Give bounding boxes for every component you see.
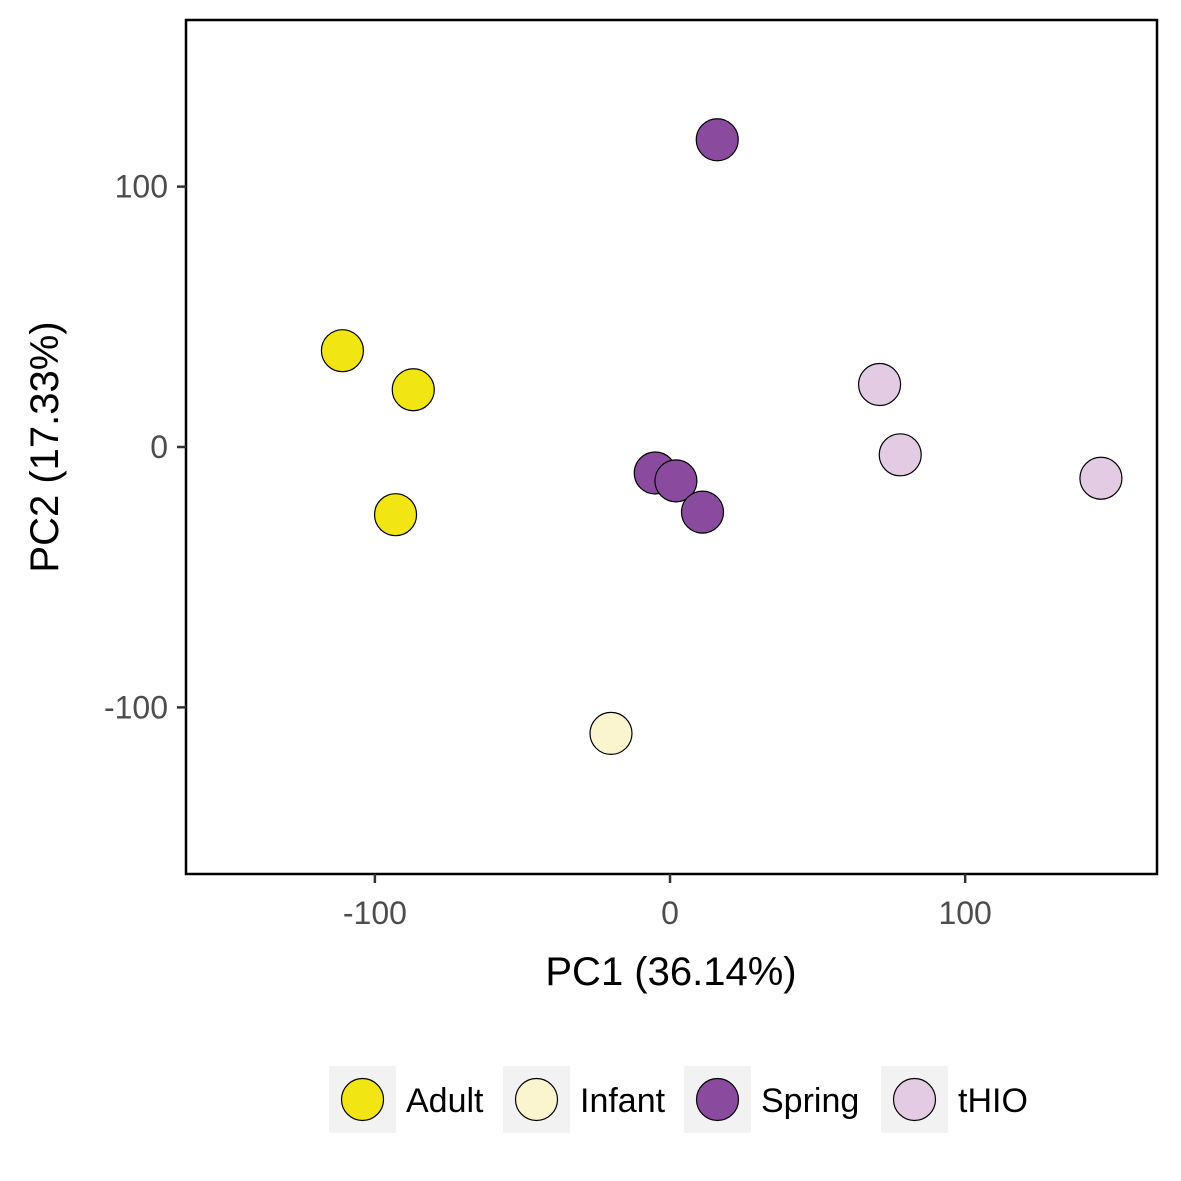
point-spring — [654, 459, 698, 503]
legend-label-spring: Spring — [761, 1082, 859, 1120]
legend: Adult Infant Spring tHIO — [329, 1066, 1028, 1133]
point-infant — [589, 711, 633, 756]
y-axis-title: PC2 (17.33%) — [23, 321, 67, 572]
data-points — [320, 118, 1123, 756]
y-tick-label: 0 — [150, 429, 168, 465]
point-adult — [391, 368, 435, 412]
y-axis: -100 0 100 — [104, 169, 186, 725]
point-spring — [680, 490, 725, 534]
legend-label-thio: tHIO — [958, 1082, 1028, 1120]
legend-label-adult: Adult — [406, 1082, 484, 1120]
x-axis-title: PC1 (36.14%) — [545, 950, 796, 994]
point-thio — [878, 433, 922, 477]
point-thio — [1079, 456, 1123, 500]
legend-label-infant: Infant — [580, 1082, 666, 1120]
point-adult — [320, 329, 365, 373]
legend-swatch-thio — [892, 1077, 937, 1122]
point-spring — [695, 118, 739, 162]
y-tick-label: 100 — [115, 169, 168, 205]
point-thio — [857, 362, 902, 407]
plot-panel — [184, 18, 1159, 876]
x-tick-label: 100 — [938, 895, 991, 931]
legend-swatch-adult — [340, 1077, 385, 1122]
x-tick-label: 0 — [661, 895, 679, 931]
x-tick-label: -100 — [343, 895, 407, 931]
y-tick-label: -100 — [104, 689, 168, 725]
x-axis: -100 0 100 — [343, 874, 992, 931]
legend-swatch-spring — [695, 1077, 740, 1122]
legend-swatch-infant — [514, 1077, 559, 1122]
point-adult — [373, 493, 418, 537]
